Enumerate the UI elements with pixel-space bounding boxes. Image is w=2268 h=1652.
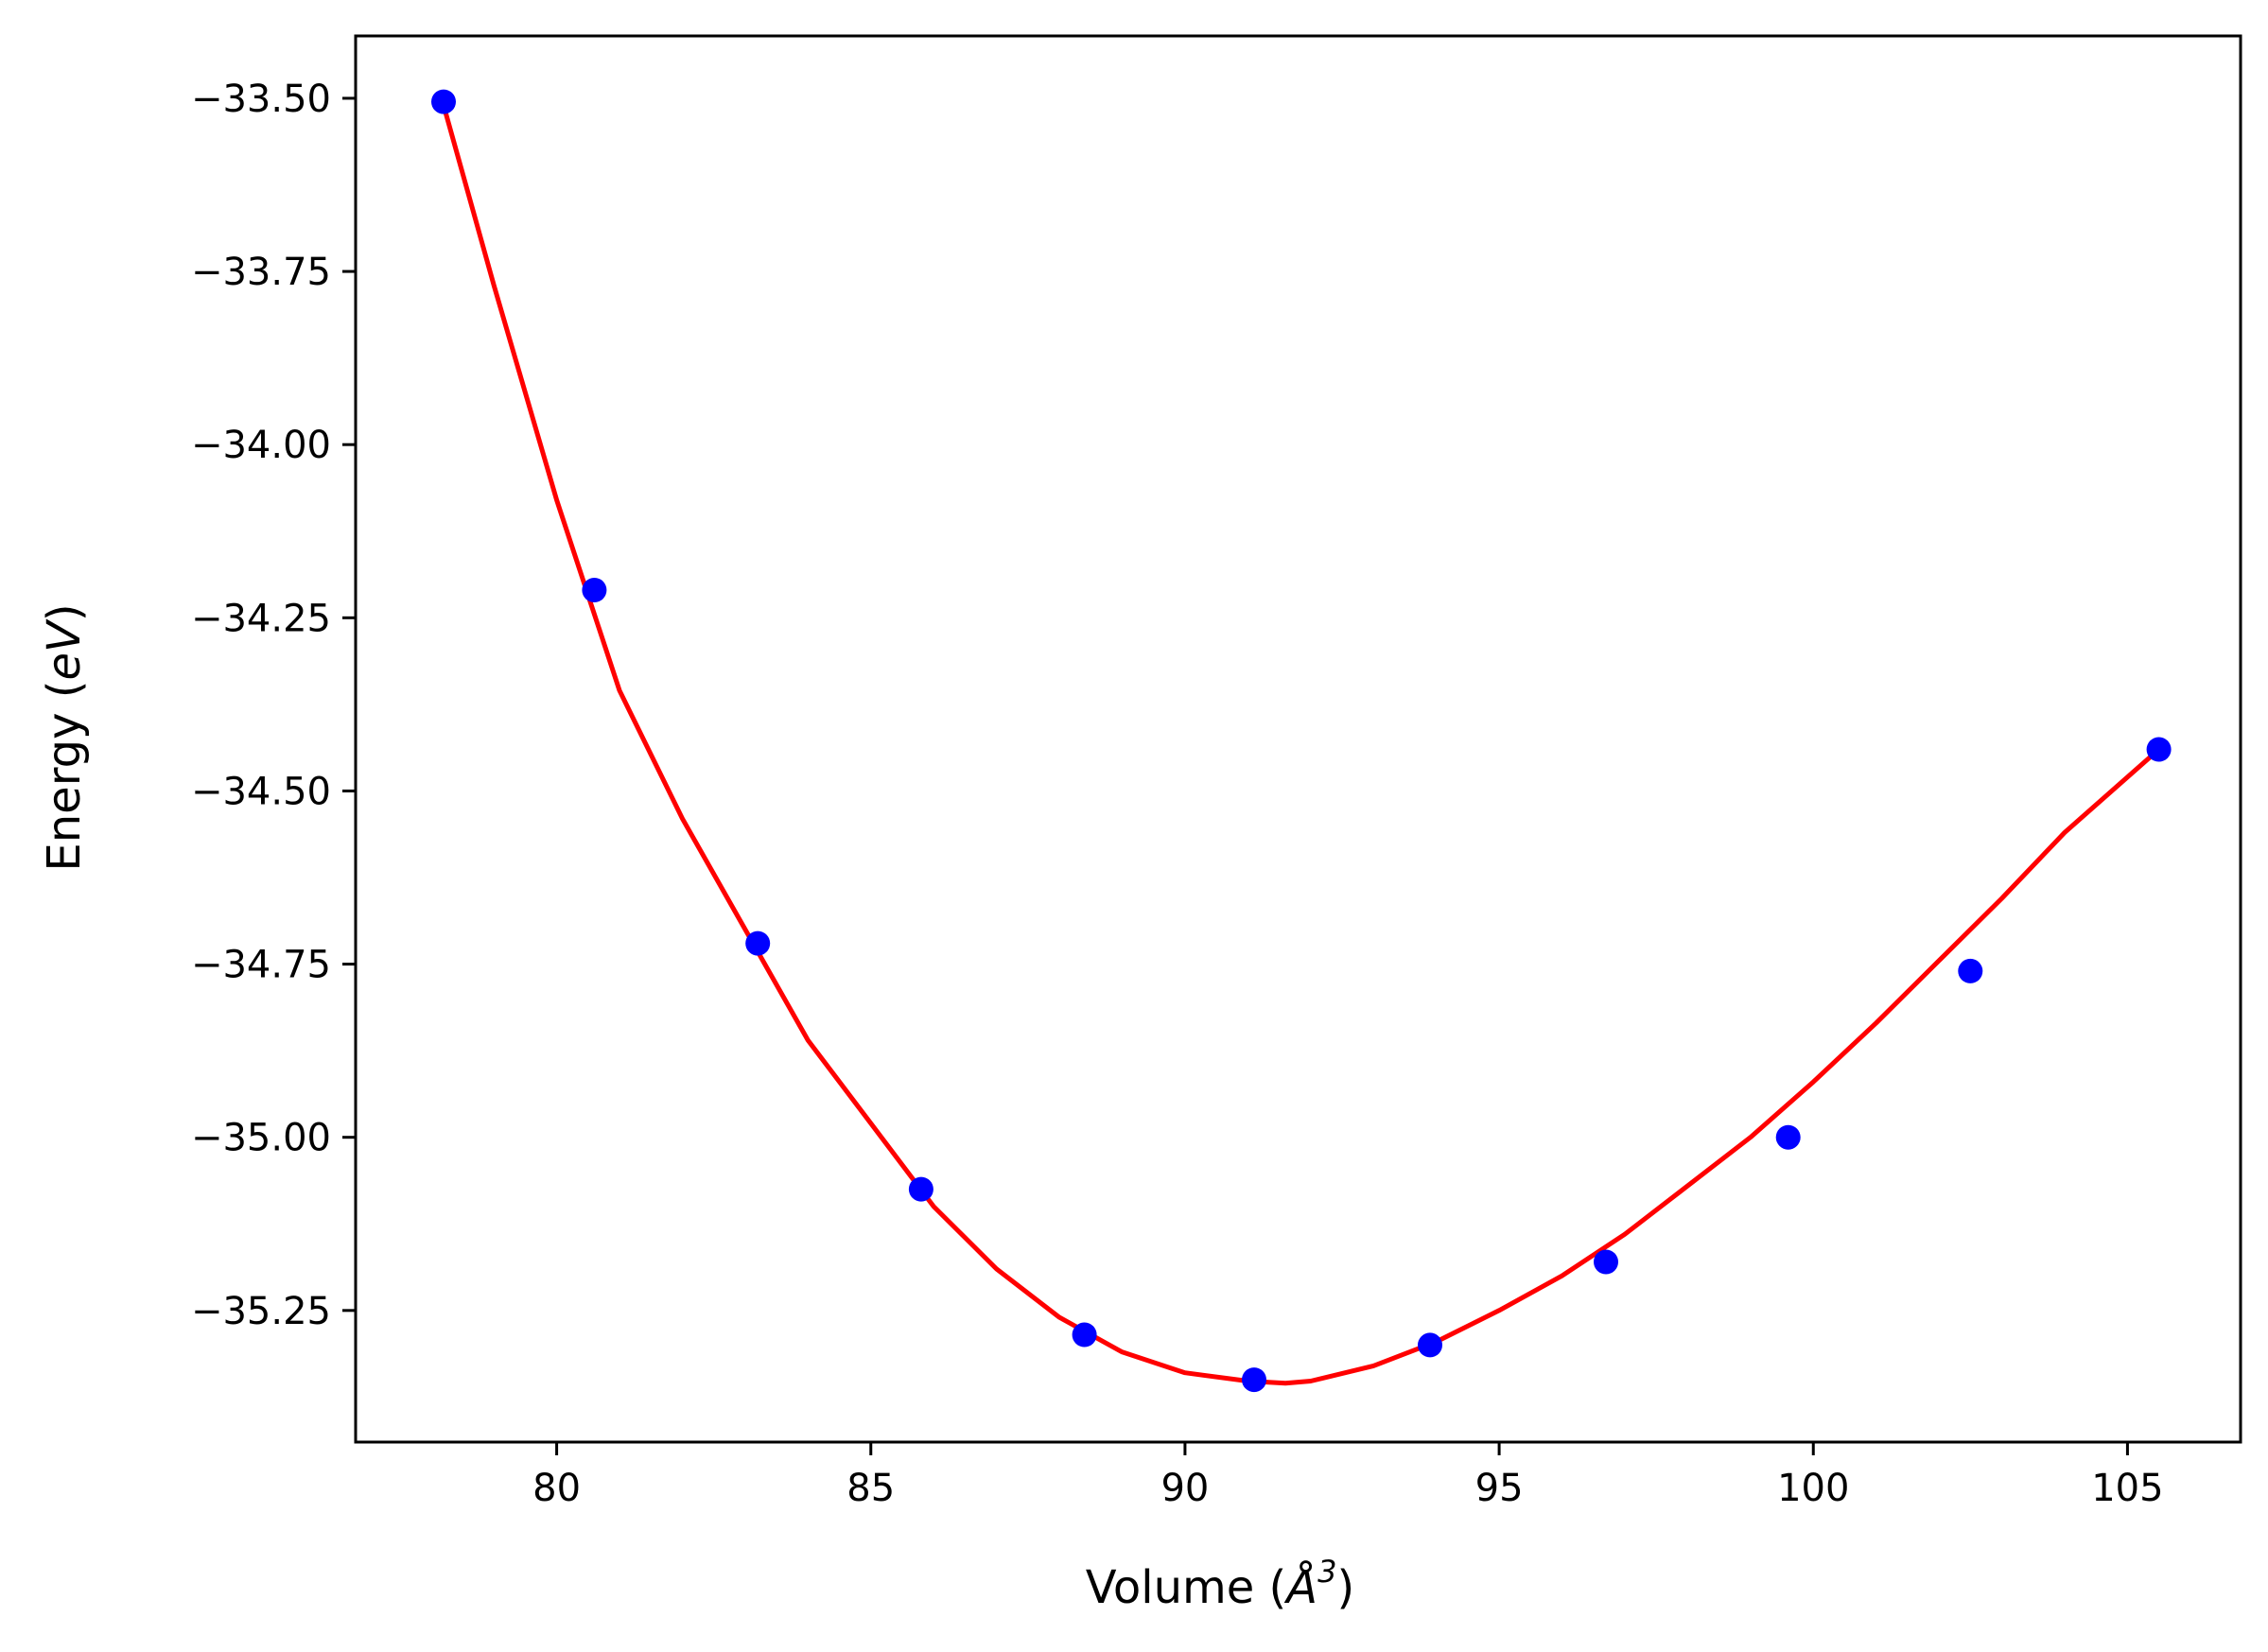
- data-point: [745, 930, 771, 956]
- x-tick-label: 105: [2091, 1467, 2163, 1510]
- plot-frame: [354, 34, 2242, 1444]
- y-tick-label: −35.25: [191, 1290, 331, 1333]
- y-axis-ticks: −33.50 −33.75 −34.00 −34.25 −34.50 −34.75 −35.…: [191, 78, 356, 1333]
- data-points-layer: [431, 89, 2172, 1393]
- y-axis-label: Energy (eV): [38, 603, 91, 871]
- fit-curve-line: [441, 104, 2161, 1386]
- data-point: [1242, 1367, 1266, 1393]
- data-point: [1775, 1124, 1801, 1150]
- data-point: [582, 578, 607, 602]
- x-axis-ticks: 80 85 90 95 100 105: [532, 1442, 2164, 1510]
- x-axis-label: Volume (Å3): [1086, 1554, 1354, 1614]
- y-tick-label: −34.50: [191, 770, 331, 813]
- y-tick-label: −33.50: [191, 78, 331, 121]
- fit-curve-layer: [441, 104, 2161, 1386]
- y-tick-label: −34.75: [191, 944, 331, 987]
- x-tick-label: 90: [1160, 1467, 1209, 1510]
- x-tick-label: 95: [1475, 1467, 1524, 1510]
- x-tick-label: 80: [532, 1467, 581, 1510]
- data-point: [1072, 1322, 1097, 1348]
- data-point: [2146, 737, 2172, 762]
- x-tick-label: 85: [846, 1467, 895, 1510]
- data-point: [1594, 1249, 1618, 1275]
- y-tick-label: −35.00: [191, 1117, 331, 1160]
- x-tick-label: 100: [1777, 1467, 1849, 1510]
- plot-area: [356, 36, 2241, 1442]
- y-tick-label: −33.75: [191, 251, 331, 294]
- y-tick-label: −34.00: [191, 424, 331, 467]
- data-point: [1958, 958, 1983, 983]
- data-point: [431, 89, 456, 114]
- y-tick-label: −34.25: [191, 597, 331, 640]
- data-point: [1418, 1332, 1442, 1358]
- data-point: [908, 1176, 933, 1202]
